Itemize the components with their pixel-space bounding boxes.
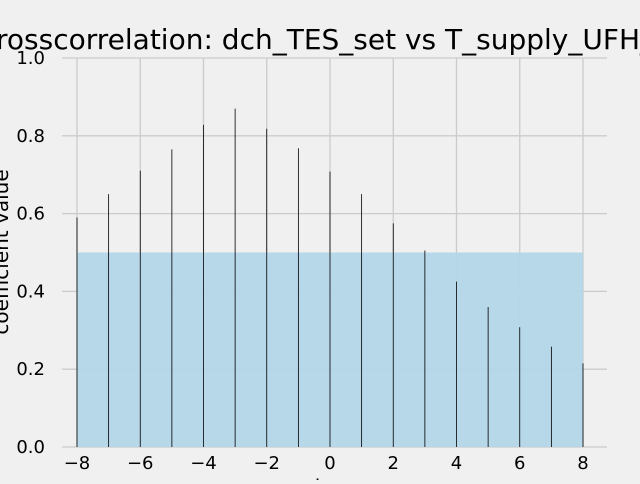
y-tick-label: 0.2 bbox=[16, 359, 45, 380]
x-axis-label: lag bbox=[315, 475, 346, 480]
y-tick-label: 0.4 bbox=[16, 281, 45, 302]
x-tick-label: −8 bbox=[64, 453, 91, 474]
y-tick-label: 1.0 bbox=[16, 48, 45, 69]
x-tick-label: 2 bbox=[388, 453, 399, 474]
y-tick-label: 0.0 bbox=[16, 437, 45, 458]
x-tick-label: −4 bbox=[190, 453, 217, 474]
x-tick-label: −2 bbox=[253, 453, 280, 474]
y-tick-label: 0.8 bbox=[16, 126, 45, 147]
bars bbox=[76, 108, 584, 447]
x-tick-label: 8 bbox=[577, 453, 588, 474]
y-tick-label: 0.6 bbox=[16, 204, 45, 225]
x-tick-label: −6 bbox=[127, 453, 154, 474]
y-tick-labels: 0.0 0.2 0.4 0.6 0.8 1.0 bbox=[16, 48, 45, 458]
x-tick-labels: −8 −6 −4 −2 0 2 4 6 8 bbox=[64, 453, 589, 474]
x-tick-label: 6 bbox=[514, 453, 525, 474]
chart-title: Crosscorrelation: dch_TES_set vs T_suppl… bbox=[0, 23, 640, 56]
x-tick-label: 0 bbox=[324, 453, 335, 474]
x-tick-label: 4 bbox=[451, 453, 462, 474]
y-axis-label: coefficient value bbox=[0, 169, 13, 334]
